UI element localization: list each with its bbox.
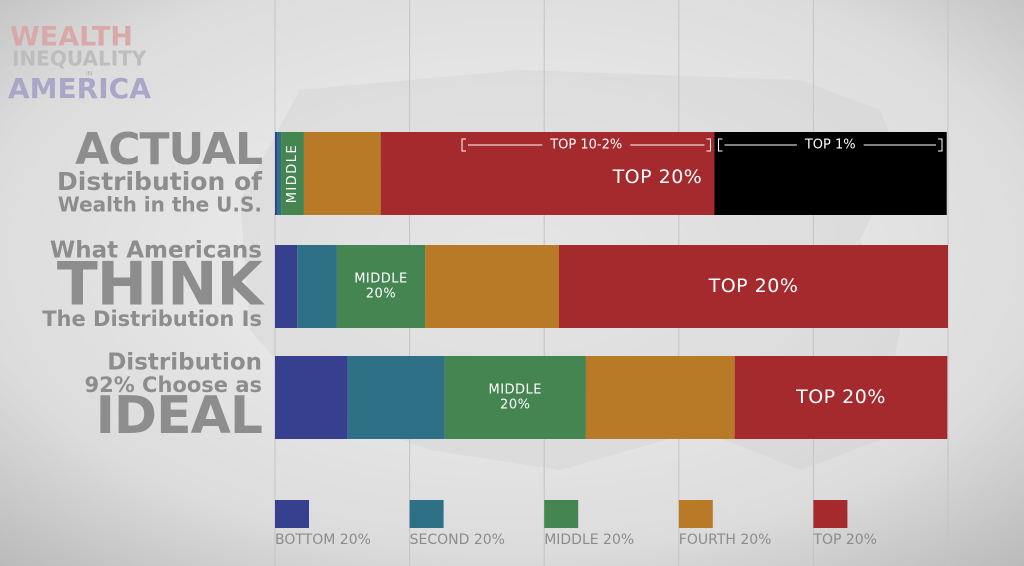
title-line: INEQUALITY: [12, 47, 147, 71]
bracket-label: TOP 10-2%: [549, 138, 622, 153]
row-label: Wealth in the U.S.: [58, 193, 262, 217]
row-label: THINK: [57, 250, 266, 320]
segment-label: TOP 20%: [708, 275, 799, 297]
row-label: What Americans: [50, 238, 262, 264]
row-label: ACTUAL: [75, 124, 262, 175]
bar-segment: [559, 245, 948, 328]
bar-segment: [297, 245, 337, 328]
segment-label: 20%: [500, 398, 530, 413]
legend-swatch: [275, 500, 309, 528]
bracket: [461, 138, 711, 152]
segment-label: MIDDLE: [354, 272, 408, 287]
overlay-label: TOP 1%: [804, 138, 856, 153]
row-label: Distribution of: [57, 167, 263, 196]
row-label: 92% Choose as: [84, 373, 262, 397]
top-1-segment: [714, 132, 947, 215]
title-line: IN: [86, 71, 92, 78]
segment-label: MIDDLE: [285, 144, 300, 204]
legend-label: SECOND 20%: [410, 532, 505, 548]
segment-label: MIDDLE: [488, 383, 542, 398]
bar-segment: [277, 132, 282, 215]
legend-label: MIDDLE 20%: [544, 532, 634, 548]
row-label: Distribution: [107, 350, 262, 376]
legend-label: TOP 20%: [812, 532, 877, 548]
row-label: The Distribution Is: [42, 307, 262, 331]
legend-swatch: [409, 500, 444, 528]
bracket: [717, 138, 943, 152]
bar-segment: [585, 356, 735, 439]
bar-segment: [275, 132, 278, 215]
bar-segment: [275, 245, 298, 328]
title-line: AMERICA: [8, 72, 151, 105]
legend-swatch: [544, 500, 579, 528]
bar-segment: [444, 356, 586, 439]
bar-segment: [425, 245, 560, 328]
legend-label: BOTTOM 20%: [275, 532, 371, 548]
segment-label: 20%: [366, 287, 396, 302]
bar-segment: [734, 356, 948, 439]
title-line: WEALTH: [10, 22, 133, 53]
bar-segment: [303, 132, 381, 215]
legend-label: FOURTH 20%: [679, 532, 772, 548]
row-label: IDEAL: [96, 386, 262, 446]
segment-label: TOP 20%: [795, 386, 886, 408]
bar-segment: [347, 356, 445, 439]
bar-segment: [281, 132, 304, 215]
segment-label: TOP 20%: [612, 166, 703, 188]
bar-segment: [336, 245, 426, 328]
legend-swatch: [813, 500, 848, 528]
bar-segment: [275, 356, 348, 439]
legend-swatch: [678, 500, 713, 528]
